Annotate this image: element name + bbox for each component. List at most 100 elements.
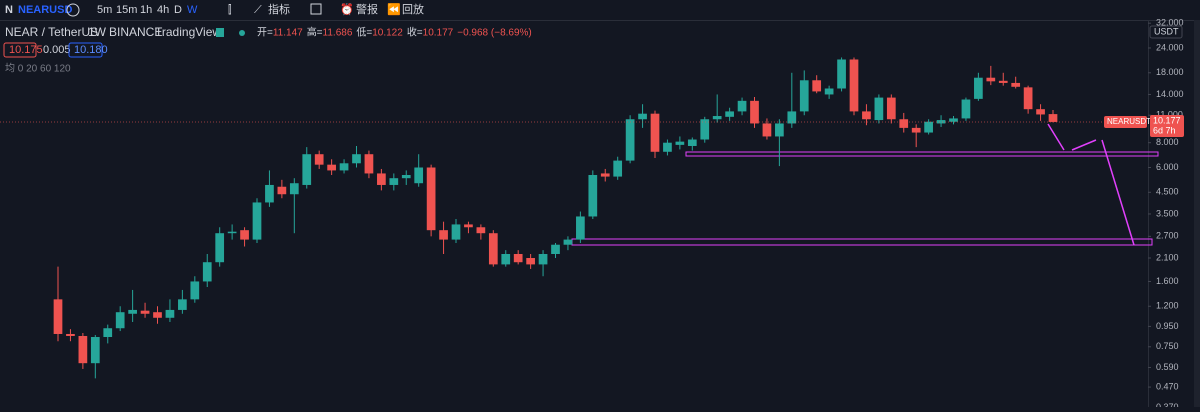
arrow-path bbox=[1071, 139, 1097, 151]
symbol-tag-bg bbox=[1104, 115, 1147, 128]
interval-button[interactable]: D bbox=[174, 4, 182, 16]
candle-body bbox=[986, 77, 996, 82]
candle-body bbox=[787, 111, 797, 124]
currency: USDT bbox=[1154, 26, 1179, 36]
candle-body bbox=[886, 97, 896, 120]
candle-body bbox=[501, 253, 511, 265]
candle-body bbox=[90, 337, 100, 364]
candle-body bbox=[327, 164, 336, 171]
candle-body bbox=[613, 160, 623, 177]
candle-body bbox=[352, 154, 361, 164]
candle-body bbox=[1048, 114, 1058, 122]
flag-icon bbox=[216, 28, 224, 37]
candle-body bbox=[377, 173, 386, 185]
candle-body bbox=[426, 167, 436, 231]
candle-body bbox=[252, 202, 262, 240]
candle-body bbox=[961, 99, 971, 119]
candle-body bbox=[663, 142, 672, 152]
interval-button[interactable]: 1h bbox=[140, 4, 152, 16]
arrow-path bbox=[1047, 123, 1065, 151]
interval-button[interactable]: 15m bbox=[116, 4, 137, 16]
candle-body bbox=[588, 174, 598, 217]
candle-body bbox=[600, 173, 610, 177]
candle-body bbox=[488, 233, 498, 265]
candle-body bbox=[563, 239, 573, 245]
candle-body bbox=[775, 123, 784, 137]
candle-body bbox=[476, 227, 486, 234]
candle-body bbox=[464, 224, 473, 228]
status-dot bbox=[239, 30, 245, 36]
indicator-icon[interactable]: ⟋ bbox=[254, 4, 262, 16]
candle-body bbox=[750, 100, 759, 124]
interval-button[interactable]: 4h bbox=[157, 4, 169, 16]
candle-body bbox=[687, 139, 697, 146]
alerts[interactable]: 警报 bbox=[356, 2, 378, 16]
arrow-path bbox=[1101, 139, 1135, 246]
replay[interactable]: 回放 bbox=[402, 2, 424, 16]
symbol[interactable]: NEARUSD bbox=[18, 4, 72, 16]
indicators[interactable]: 指标 bbox=[268, 2, 290, 16]
currency-box[interactable] bbox=[1149, 25, 1183, 39]
candle-body bbox=[277, 186, 287, 195]
candle-body bbox=[911, 127, 921, 133]
candle-body bbox=[190, 281, 200, 300]
spread: 0.005 bbox=[43, 44, 71, 56]
candle-body bbox=[526, 258, 535, 265]
candle-body bbox=[240, 230, 249, 240]
candle-body bbox=[215, 233, 225, 263]
candle-body bbox=[389, 178, 399, 185]
pair: NEAR / TetherUS bbox=[5, 25, 98, 39]
ma-legend: 均 0 20 60 120 bbox=[5, 63, 71, 75]
candle-body bbox=[712, 116, 722, 120]
candle-body bbox=[53, 299, 63, 334]
ohlc-value: 11.686 bbox=[323, 28, 353, 39]
candle-body bbox=[1036, 109, 1045, 115]
candle-body bbox=[998, 80, 1008, 83]
last-price: 10.177 bbox=[1153, 115, 1181, 125]
ask-box[interactable] bbox=[68, 42, 103, 58]
candle-body bbox=[974, 77, 983, 99]
y-tick-label: 1.200 bbox=[1156, 301, 1179, 311]
y-tick-label: 8.000 bbox=[1156, 137, 1179, 147]
y-tick-label: 32.000 bbox=[1156, 18, 1184, 28]
y-tick-label: 2.100 bbox=[1156, 252, 1179, 262]
candle-body bbox=[849, 59, 859, 112]
layout-icon[interactable] bbox=[310, 3, 322, 15]
candle-body bbox=[576, 216, 585, 240]
ask: 10.180 bbox=[74, 44, 108, 56]
ohlc-value: 11.147 bbox=[273, 28, 303, 39]
candle-body bbox=[725, 111, 734, 117]
bid-box[interactable] bbox=[3, 42, 37, 58]
price-tag-bg bbox=[1150, 114, 1184, 137]
interval-button[interactable]: 5m bbox=[97, 4, 112, 16]
candle-body bbox=[1011, 82, 1021, 87]
candle-body bbox=[227, 231, 237, 234]
chart-type-icon[interactable]: ⫿ bbox=[228, 4, 232, 16]
replay-icon[interactable]: ⏪ bbox=[387, 3, 401, 16]
candle-body bbox=[364, 154, 374, 174]
candle-body bbox=[115, 312, 125, 329]
interval-button[interactable]: W bbox=[187, 4, 198, 16]
candle-body bbox=[551, 244, 560, 254]
candle-body bbox=[128, 309, 137, 314]
candle-body bbox=[414, 167, 424, 184]
ohlc-label: 收= bbox=[407, 26, 423, 39]
candle-body bbox=[812, 80, 822, 92]
exchange: BINANCE bbox=[109, 25, 162, 39]
y-tick-label: 2.700 bbox=[1156, 231, 1179, 241]
candle-body bbox=[538, 253, 548, 265]
candle-body bbox=[339, 163, 349, 171]
logo: N bbox=[5, 4, 13, 16]
alert-icon[interactable]: ⏰ bbox=[340, 2, 354, 16]
candle-body bbox=[638, 113, 647, 120]
candle-body bbox=[824, 88, 834, 95]
add-symbol[interactable] bbox=[66, 3, 80, 17]
interval: 1W bbox=[88, 25, 107, 39]
candle-body bbox=[153, 312, 162, 318]
candle-body bbox=[401, 174, 411, 179]
ohlc-value: 10.177 bbox=[423, 28, 454, 39]
y-tick-label: 0.590 bbox=[1156, 362, 1179, 372]
candle-body bbox=[862, 111, 871, 120]
candle-body bbox=[302, 154, 312, 185]
